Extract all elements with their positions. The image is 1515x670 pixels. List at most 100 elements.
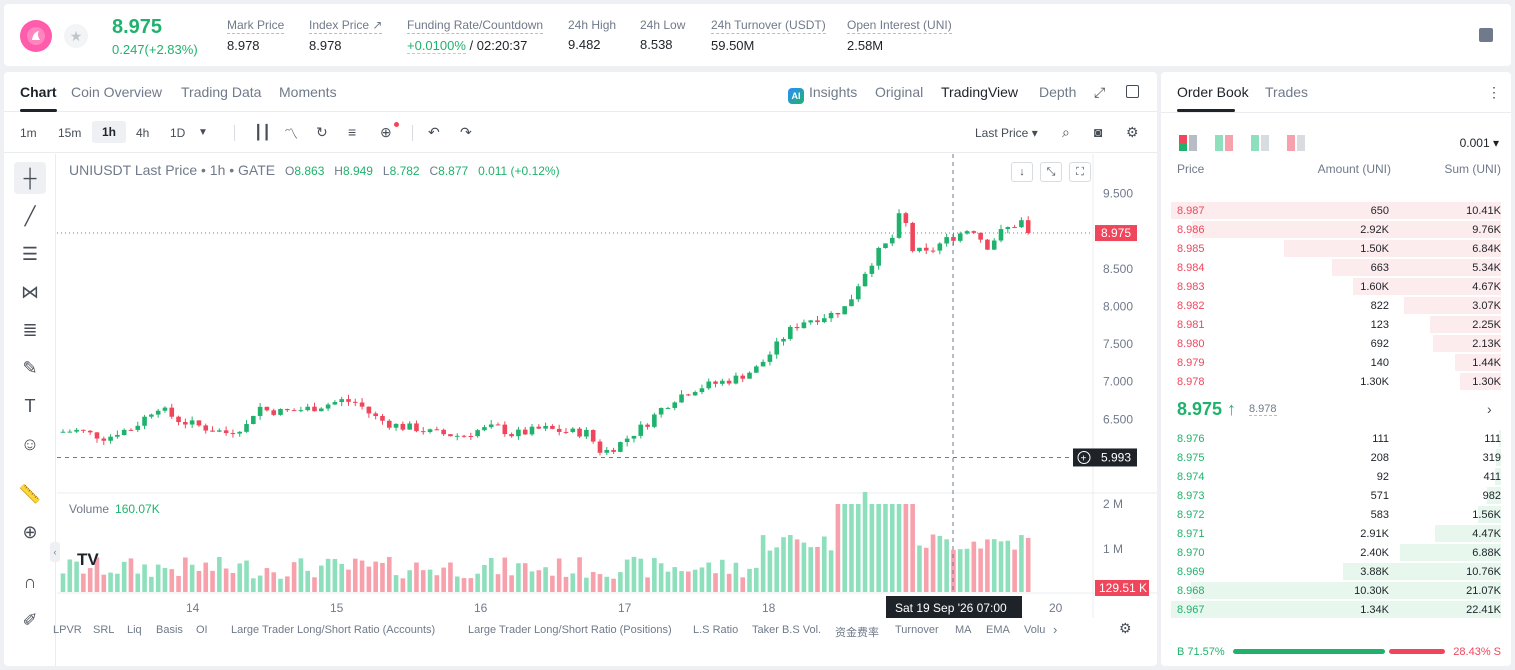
tab-tradingview[interactable]: TradingView <box>941 84 1019 100</box>
gear-icon[interactable]: ⚙ <box>1126 124 1139 140</box>
indicator-toggle[interactable]: Liq <box>127 624 142 636</box>
candle-type-icon[interactable]: ┃┃ <box>254 124 271 140</box>
ask-row[interactable]: 8.986 2.92K 9.76K <box>1161 220 1511 239</box>
fullscreen-icon[interactable]: ⛶ <box>1069 162 1091 182</box>
indicator-toggle[interactable]: Large Trader Long/Short Ratio (Accounts) <box>231 624 436 636</box>
tab-moments[interactable]: Moments <box>279 84 337 100</box>
scroll-down-icon[interactable]: ↓ <box>1011 162 1033 182</box>
ask-row[interactable]: 8.980 692 2.13K <box>1161 334 1511 353</box>
tab-insights[interactable]: AI Insights <box>788 84 857 104</box>
stat-label[interactable]: 24h Turnover (USDT) <box>711 18 826 34</box>
bid-row[interactable]: 8.971 2.91K 4.47K <box>1161 524 1511 543</box>
zoom-in-icon[interactable]: ⊕ <box>22 522 38 542</box>
tab-chart[interactable]: Chart <box>20 84 57 112</box>
indicator-toggle[interactable]: L.S Ratio <box>693 624 739 636</box>
chart-canvas[interactable]: 9.5009.0008.5008.0007.5007.0006.5006.000… <box>57 154 1157 618</box>
bid-row[interactable]: 8.973 571 982 <box>1161 486 1511 505</box>
bid-row[interactable]: 8.969 3.88K 10.76K <box>1161 562 1511 581</box>
search-icon[interactable]: ⌕ <box>1062 124 1070 140</box>
templates-icon[interactable]: ≡ <box>348 124 357 140</box>
precision-select[interactable]: 0.001 ▾ <box>1459 136 1499 150</box>
crosshair-icon[interactable]: ┼ <box>14 162 46 194</box>
ask-row[interactable]: 8.987 650 10.41K <box>1161 201 1511 220</box>
tab-coin-overview[interactable]: Coin Overview <box>71 84 163 100</box>
window-icon[interactable] <box>1126 85 1139 98</box>
stat-label[interactable]: Funding Rate/Countdown <box>407 18 544 34</box>
collapse-toolbar-icon[interactable]: ‹ <box>50 542 60 562</box>
pencil-lock-icon[interactable]: ✐ <box>22 610 38 630</box>
interval-1d[interactable]: 1D <box>170 126 186 140</box>
stat-label[interactable]: Mark Price <box>227 18 285 34</box>
ask-row[interactable]: 8.981 123 2.25K <box>1161 315 1511 334</box>
stat-label[interactable]: Index Price ↗ <box>309 18 383 34</box>
camera-icon[interactable]: ◙ <box>1094 124 1103 140</box>
fib-icon[interactable]: ≣ <box>22 320 38 340</box>
emoji-icon[interactable]: ☺ <box>20 434 40 454</box>
indicator-toggle[interactable]: SRL <box>93 624 115 636</box>
magnet-icon[interactable]: ∩ <box>23 572 37 592</box>
ask-row[interactable]: 8.983 1.60K 4.67K <box>1161 277 1511 296</box>
brush-icon[interactable]: ✎ <box>22 358 38 378</box>
chevron-right-icon[interactable]: › <box>1487 401 1492 417</box>
layout-both-alt-icon[interactable] <box>1215 135 1233 151</box>
expand-icon[interactable]: ⤢ <box>1094 84 1106 100</box>
bid-row[interactable]: 8.967 1.34K 22.41K <box>1161 600 1511 619</box>
layout-asks-icon[interactable] <box>1287 135 1305 151</box>
funding-rate-value[interactable]: +0.0100% <box>407 38 466 54</box>
bid-row[interactable]: 8.976 111 111 <box>1161 429 1511 448</box>
redo-icon[interactable]: ↷ <box>460 124 472 140</box>
chart-settings-icon[interactable]: ⚙ <box>1119 620 1132 636</box>
ask-row[interactable]: 8.985 1.50K 6.84K <box>1161 239 1511 258</box>
tab-order-book[interactable]: Order Book <box>1177 84 1249 112</box>
bid-row[interactable]: 8.975 208 319 <box>1161 448 1511 467</box>
text-icon[interactable]: T <box>24 396 36 416</box>
favorite-star-icon[interactable]: ★ <box>64 24 88 48</box>
book-icon[interactable] <box>1479 28 1493 42</box>
horizontal-lines-icon[interactable]: ☰ <box>21 244 39 264</box>
indicator-toggle[interactable]: Basis <box>156 624 183 636</box>
stat-value: 2.58M <box>847 38 884 53</box>
interval-15m[interactable]: 15m <box>58 126 82 140</box>
indicator-toggle[interactable]: Turnover <box>895 624 939 636</box>
replay-icon[interactable]: ↻ <box>316 124 328 140</box>
collapse-icon[interactable]: ⤡ <box>1040 162 1062 182</box>
ask-row[interactable]: 8.982 822 3.07K <box>1161 296 1511 315</box>
indicator-toggle[interactable]: Taker B.S Vol. <box>752 624 822 636</box>
indicator-toggle[interactable]: 资金费率 <box>835 627 879 639</box>
ask-row[interactable]: 8.979 140 1.44K <box>1161 353 1511 372</box>
bid-row[interactable]: 8.972 583 1.56K <box>1161 505 1511 524</box>
tab-trading-data[interactable]: Trading Data <box>181 84 262 100</box>
interval-1m[interactable]: 1m <box>20 126 37 140</box>
ruler-icon[interactable]: 📏 <box>18 484 42 504</box>
bid-row[interactable]: 8.968 10.30K 21.07K <box>1161 581 1511 600</box>
trend-line-icon[interactable]: ╱ <box>24 206 36 226</box>
indicators-icon[interactable]: 〽 <box>284 126 298 142</box>
bid-row[interactable]: 8.970 2.40K 6.88K <box>1161 543 1511 562</box>
indicator-toggle[interactable]: MA <box>955 624 972 636</box>
interval-1h[interactable]: 1h <box>92 121 127 143</box>
more-icon[interactable]: ⋮ <box>1487 84 1501 100</box>
ask-row[interactable]: 8.984 663 5.34K <box>1161 258 1511 277</box>
indicator-toggle[interactable]: Large Trader Long/Short Ratio (Positions… <box>468 624 672 636</box>
tradingview-logo[interactable]: TV <box>77 550 99 569</box>
tab-original[interactable]: Original <box>875 84 924 100</box>
layout-both-icon[interactable] <box>1179 135 1197 151</box>
pattern-icon[interactable]: ⋈ <box>21 282 39 302</box>
indicator-toggle[interactable]: OI <box>196 624 208 636</box>
chevron-right-icon[interactable]: › <box>1053 622 1058 637</box>
ask-row[interactable]: 8.978 1.30K 1.30K <box>1161 372 1511 391</box>
price-chart[interactable]: 9.5009.0008.5008.0007.5007.0006.5006.000… <box>53 154 1157 666</box>
indicator-toggle[interactable]: LPVR <box>53 624 82 636</box>
bid-row[interactable]: 8.974 92 411 <box>1161 467 1511 486</box>
indicator-toggle[interactable]: Volu <box>1024 624 1046 636</box>
interval-4h[interactable]: 4h <box>136 126 150 140</box>
interval-dropdown-icon[interactable]: ▼ <box>198 127 208 138</box>
price-type-select[interactable]: Last Price ▾ <box>975 126 1038 140</box>
add-alert-icon[interactable]: ⊕ <box>380 122 399 141</box>
layout-bids-icon[interactable] <box>1251 135 1269 151</box>
tab-depth[interactable]: Depth <box>1039 84 1077 100</box>
tab-trades[interactable]: Trades <box>1265 84 1309 100</box>
indicator-toggle[interactable]: EMA <box>986 624 1010 636</box>
undo-icon[interactable]: ↶ <box>428 124 440 140</box>
stat-label[interactable]: Open Interest (UNI) <box>847 18 952 34</box>
